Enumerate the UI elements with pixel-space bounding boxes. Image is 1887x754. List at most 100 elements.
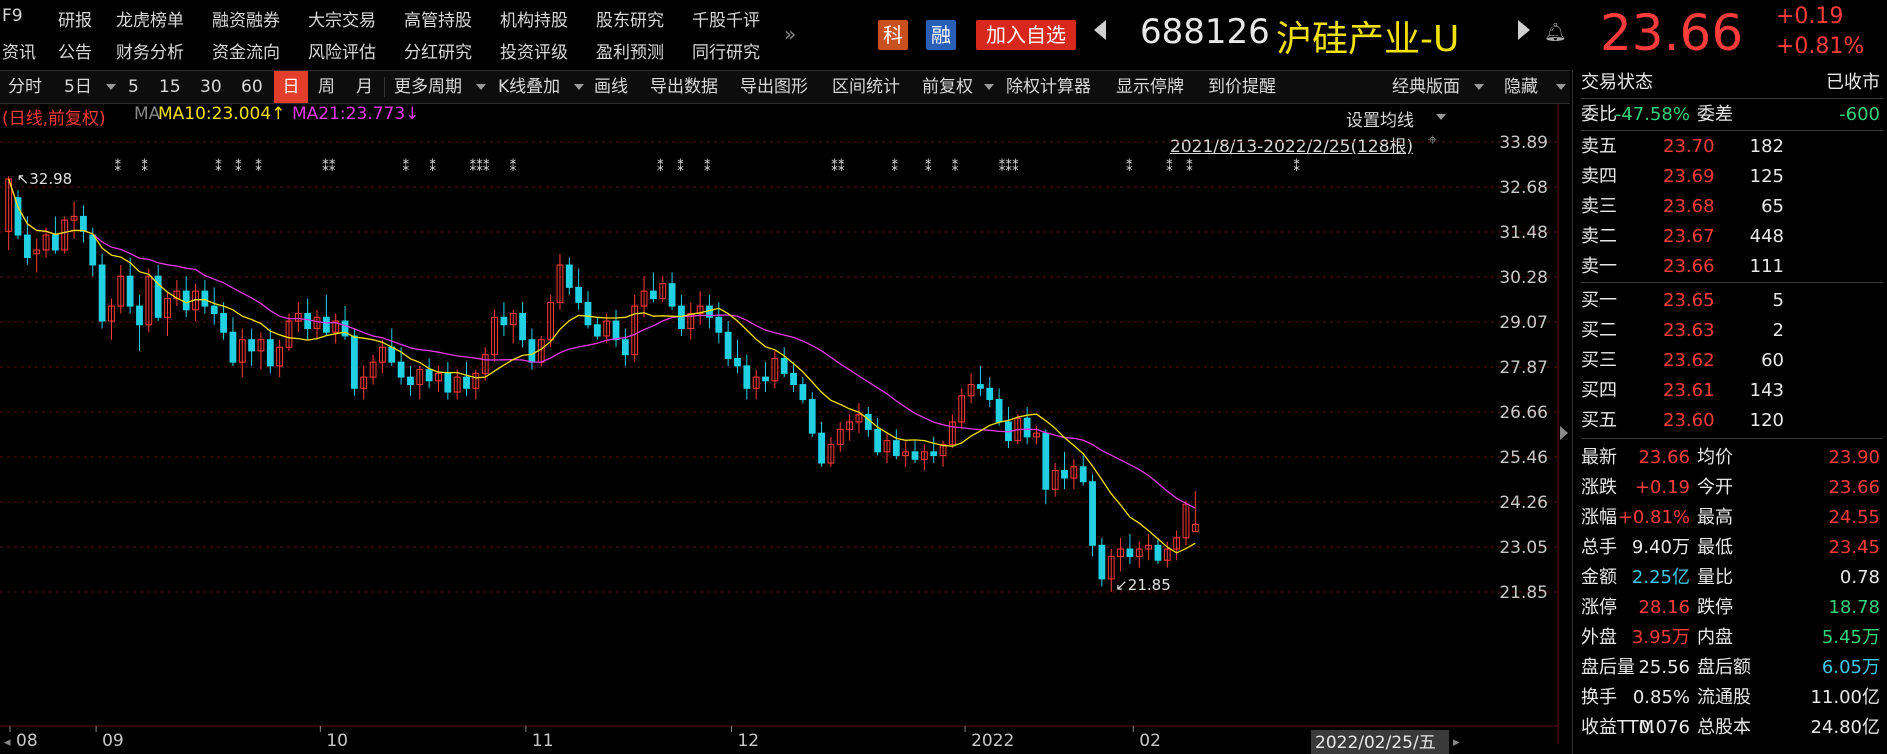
export-data-button[interactable]: 导出数据: [650, 77, 718, 97]
hide-button[interactable]: 隐藏: [1504, 77, 1538, 97]
tab-weekly[interactable]: 周: [318, 77, 335, 97]
nav-stock-review[interactable]: 千股千评: [692, 11, 760, 31]
interval-stats-button[interactable]: 区间统计: [832, 77, 900, 97]
stat-value: 25.56: [1638, 657, 1690, 678]
candle-body: [1033, 432, 1040, 438]
ma-label: MA: [134, 104, 161, 124]
candle-body: [621, 339, 629, 356]
ask-label: 卖二: [1581, 226, 1617, 247]
bid-volume: 120: [1749, 410, 1784, 431]
candle-body: [687, 313, 695, 330]
candle-body: [734, 357, 741, 367]
candle-body: [1107, 555, 1115, 580]
panel-divider: [1581, 282, 1883, 283]
tab-15min[interactable]: 15: [159, 77, 181, 97]
stat-label: 跌停: [1697, 597, 1733, 618]
chevron-down-icon: [106, 84, 116, 90]
candle-body: [519, 313, 526, 341]
export-image-button[interactable]: 导出图形: [740, 77, 808, 97]
chart-mode-label: (日线,前复权): [2, 109, 106, 129]
event-markers: ⁑ ⁑ ⁑ ⁑ ⁑ ⁑ ⁑ ⁑ ⁑ ⁑ ⁑ ⁑ ⁑ ⁑ ⁑ ⁑ ⁑ ⁑ ⁑ ⁑ ⁑ ⁑ ⁑ ⁑ ⁑ ⁑ ⁑ ⁑: [115, 159, 1301, 175]
nav-dividend[interactable]: 分红研究: [404, 43, 472, 63]
stat-value: 28.16: [1638, 597, 1690, 618]
candle-body: [939, 443, 947, 457]
nav-news[interactable]: 资讯: [2, 43, 36, 63]
event-marker: ⁑: [235, 159, 242, 175]
candle-body: [276, 346, 284, 367]
nav-inst-holdings[interactable]: 机构持股: [500, 11, 568, 31]
add-watchlist-button[interactable]: 加入自选: [976, 20, 1076, 50]
stat-row: 涨跌 +0.19 今开 23.66: [1573, 473, 1887, 503]
candle-body: [883, 440, 891, 453]
bell-icon[interactable]: 🔔︎: [1544, 22, 1567, 43]
quote-panel: 交易状态 已收市 委比 -47.58% 委差 -600 卖五 23.70 182 卖四 23.69 1…: [1572, 70, 1887, 754]
nav-more-icon[interactable]: »: [784, 22, 797, 46]
nav-exec-holdings[interactable]: 高管持股: [404, 11, 472, 31]
nav-lhb[interactable]: 龙虎榜单: [116, 11, 184, 31]
bid-label: 买二: [1581, 320, 1617, 341]
candle-body: [481, 354, 489, 374]
tab-5min[interactable]: 5: [128, 77, 139, 97]
tab-monthly[interactable]: 月: [356, 77, 373, 97]
exright-calculator-button[interactable]: 除权计算器: [1006, 77, 1091, 97]
price-alert-button[interactable]: 到价提醒: [1208, 77, 1276, 97]
set-ma-button[interactable]: 设置均线: [1346, 111, 1414, 131]
tab-intraday[interactable]: 分时: [8, 77, 42, 97]
candle-body: [444, 372, 452, 393]
nav-research[interactable]: 研报: [58, 11, 92, 31]
nav-announcements[interactable]: 公告: [58, 43, 92, 63]
candle-body: [1173, 537, 1181, 550]
stat-label: 总股本: [1697, 717, 1751, 738]
tab-daily[interactable]: 日: [274, 71, 308, 103]
next-stock-icon[interactable]: [1518, 20, 1530, 40]
nav-margin[interactable]: 融资融券: [212, 11, 280, 31]
candle-body: [808, 399, 816, 434]
nav-financials[interactable]: 财务分析: [116, 43, 184, 63]
candle-body: [967, 384, 975, 397]
nav-peers[interactable]: 同行研究: [692, 43, 760, 63]
draw-line-button[interactable]: 画线: [594, 77, 628, 97]
collapse-panel-icon[interactable]: [1560, 426, 1568, 440]
stat-value: 23.66: [1828, 477, 1880, 498]
nav-rating[interactable]: 投资评级: [500, 43, 568, 63]
stat-row: 金额 2.25亿 量比 0.78: [1573, 563, 1887, 593]
x-tick-label: 08: [16, 731, 38, 751]
kline-chart[interactable]: ⁑ ⁑ ⁑ ⁑ ⁑ ⁑ ⁑ ⁑ ⁑ ⁑ ⁑ ⁑ ⁑ ⁑ ⁑ ⁑ ⁑ ⁑ ⁑ ⁑ ⁑ ⁑ ⁑ ⁑ ⁑ ⁑ ⁑ ⁑ ↖32.98↙21.8…: [0, 104, 1570, 754]
ask-price: 23.67: [1663, 226, 1715, 247]
classic-layout-menu[interactable]: 经典版面: [1392, 77, 1460, 97]
nav-f9[interactable]: F9: [2, 6, 23, 26]
candle-body: [640, 290, 648, 307]
star-market-tag: 科: [878, 20, 908, 50]
nav-capital-flow[interactable]: 资金流向: [212, 43, 280, 63]
more-periods-menu[interactable]: 更多周期: [394, 77, 462, 97]
pin-icon[interactable]: ⌖: [1428, 130, 1438, 149]
nav-block-trade[interactable]: 大宗交易: [308, 11, 376, 31]
event-marker: ⁑: [1005, 159, 1012, 175]
show-suspension-button[interactable]: 显示停牌: [1116, 77, 1184, 97]
prev-stock-icon[interactable]: [1094, 20, 1106, 40]
tab-5day[interactable]: 5日: [64, 77, 92, 97]
nav-shareholder[interactable]: 股东研究: [596, 11, 664, 31]
nav-forecast[interactable]: 盈利预测: [596, 43, 664, 63]
candle-body: [341, 320, 349, 337]
tab-30min[interactable]: 30: [200, 77, 222, 97]
candle-body: [1089, 481, 1096, 546]
nav-risk[interactable]: 风险评估: [308, 43, 376, 63]
candle-body: [790, 372, 797, 386]
adjust-menu[interactable]: 前复权: [922, 77, 973, 97]
top-navigation: F9 研报 龙虎榜单 融资融券 大宗交易 高管持股 机构持股 股东研究 千股千评…: [0, 0, 860, 66]
y-tick-label: 26.66: [1499, 403, 1548, 423]
candle-body: [453, 376, 461, 393]
kline-overlay-menu[interactable]: K线叠加: [498, 77, 561, 97]
tab-60min[interactable]: 60: [241, 77, 263, 97]
panel-divider: [1581, 130, 1883, 131]
cursor-date-label: 2022/02/25/五: [1315, 733, 1436, 753]
bid-volume: 143: [1749, 380, 1784, 401]
event-marker: ⁑: [141, 159, 148, 175]
ask-volume: 65: [1761, 196, 1784, 217]
order-diff-value: -600: [1839, 104, 1880, 125]
y-tick-label: 24.26: [1499, 493, 1548, 513]
y-tick-label: 29.07: [1499, 313, 1548, 333]
candle-body: [51, 234, 59, 251]
candle-body: [855, 413, 863, 423]
